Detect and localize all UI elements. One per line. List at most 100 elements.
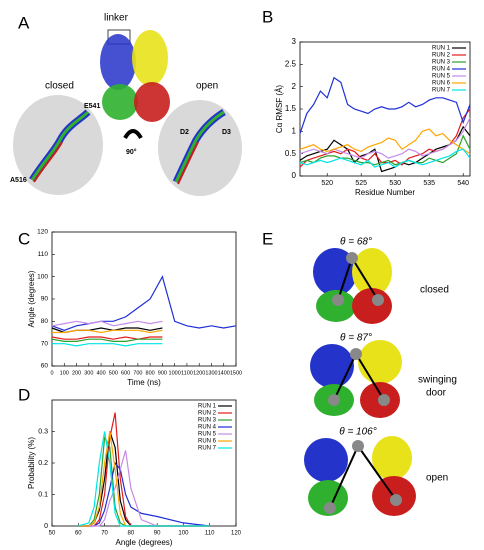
series-line: [78, 431, 210, 527]
y-tick-label: 110: [38, 251, 49, 258]
legend-label: RUN 4: [432, 67, 451, 73]
y-tick-label: 100: [37, 273, 48, 280]
protein-e1: [313, 248, 392, 324]
x-tick-label: 700: [133, 370, 142, 376]
x-tick-label: 900: [158, 370, 167, 376]
legend-label: RUN 1: [198, 404, 217, 410]
x-tick-label: 1200: [193, 370, 205, 376]
annotation: A516: [10, 177, 27, 184]
legend-label: RUN 4: [198, 425, 217, 431]
panel-label: D: [18, 385, 30, 404]
x-tick-label: 100: [60, 370, 69, 376]
protein-open: [158, 100, 242, 196]
annotation: linker: [104, 13, 129, 24]
legend-label: RUN 2: [198, 411, 217, 417]
legend-label: RUN 1: [432, 46, 451, 52]
x-tick-label: 70: [101, 531, 108, 537]
state-label: open: [426, 473, 448, 484]
panel-label: E: [262, 229, 273, 248]
y-tick-label: 90: [41, 296, 49, 303]
y-tick-label: 1: [292, 126, 297, 135]
legend-label: RUN 6: [432, 81, 451, 87]
x-axis-label: Angle (degrees): [116, 538, 173, 547]
legend-label: RUN 2: [432, 53, 451, 59]
state-label: swinging: [418, 375, 457, 386]
y-tick-label: 0.3: [38, 428, 48, 435]
series-line: [51, 338, 163, 342]
legend-label: RUN 3: [432, 60, 451, 66]
protein-closed: [13, 95, 103, 195]
series-line: [52, 343, 163, 347]
y-tick-label: 1.5: [285, 104, 297, 113]
y-axis-label: Angle (degrees): [27, 270, 36, 327]
legend-label: RUN 5: [432, 74, 451, 80]
x-tick-label: 520: [321, 180, 333, 187]
y-tick-label: 60: [41, 363, 49, 370]
x-tick-label: 525: [355, 180, 367, 187]
legend-label: RUN 3: [198, 418, 217, 424]
x-axis-label: Time (ns): [127, 378, 161, 387]
y-tick-label: 0.2: [38, 460, 48, 467]
x-tick-label: 535: [423, 180, 435, 187]
x-tick-label: 540: [457, 180, 469, 187]
y-axis-label: Cα RMSF (Å): [275, 85, 284, 134]
y-tick-label: 0: [44, 523, 48, 530]
series-line: [51, 320, 163, 327]
annotation: closed: [45, 81, 74, 92]
x-tick-label: 50: [49, 531, 56, 537]
x-tick-label: 200: [72, 370, 81, 376]
x-tick-label: 100: [178, 531, 189, 537]
legend-label: RUN 6: [198, 439, 217, 445]
panel-label: C: [18, 229, 30, 248]
x-axis-label: Residue Number: [355, 188, 415, 197]
angle-label: θ = 68°: [340, 237, 372, 248]
series-line: [52, 329, 163, 334]
y-tick-label: 2.5: [285, 59, 297, 68]
series-line: [299, 134, 471, 166]
x-tick-label: 1500: [230, 370, 242, 376]
protein-top: [100, 29, 170, 122]
series-line: [299, 128, 471, 155]
series-line: [51, 275, 237, 331]
series-line: [299, 148, 471, 168]
angle-label: θ = 87°: [340, 333, 372, 344]
x-tick-label: 1000: [169, 370, 181, 376]
legend-label: RUN 5: [198, 432, 217, 438]
series-line: [51, 336, 163, 340]
x-tick-label: 800: [146, 370, 155, 376]
legend-label: RUN 7: [198, 446, 217, 452]
x-tick-label: 1100: [181, 370, 193, 376]
x-tick-label: 600: [121, 370, 130, 376]
x-tick-label: 0: [50, 370, 53, 376]
x-tick-label: 80: [128, 531, 135, 537]
annotation: D3: [222, 129, 231, 136]
x-tick-label: 90: [154, 531, 161, 537]
series-line: [299, 108, 471, 168]
series-line: [299, 117, 471, 159]
y-tick-label: 0.5: [285, 149, 297, 158]
angle-label: θ = 106°: [339, 427, 377, 438]
panel-label: B: [262, 7, 273, 26]
y-tick-label: 120: [37, 229, 48, 236]
y-tick-label: 70: [41, 340, 49, 347]
series-line: [78, 450, 210, 527]
state-label: closed: [420, 285, 449, 296]
state-label: door: [426, 388, 447, 399]
y-tick-label: 3: [292, 37, 297, 46]
y-axis-label: Probability (%): [27, 437, 36, 489]
x-tick-label: 120: [231, 531, 242, 537]
panel-label: A: [18, 13, 30, 32]
y-tick-label: 0.1: [38, 491, 48, 498]
x-tick-label: 530: [389, 180, 401, 187]
series-line: [299, 125, 471, 173]
x-tick-label: 1300: [205, 370, 217, 376]
x-tick-label: 300: [84, 370, 93, 376]
y-tick-label: 2: [292, 82, 297, 91]
annotation: D2: [180, 129, 189, 136]
x-tick-label: 400: [96, 370, 105, 376]
annotation: open: [196, 81, 218, 92]
x-tick-label: 60: [75, 531, 82, 537]
y-tick-label: 80: [41, 318, 49, 325]
protein-e2: [310, 340, 402, 418]
